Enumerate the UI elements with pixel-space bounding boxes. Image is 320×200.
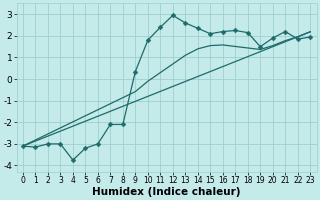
X-axis label: Humidex (Indice chaleur): Humidex (Indice chaleur) <box>92 187 241 197</box>
